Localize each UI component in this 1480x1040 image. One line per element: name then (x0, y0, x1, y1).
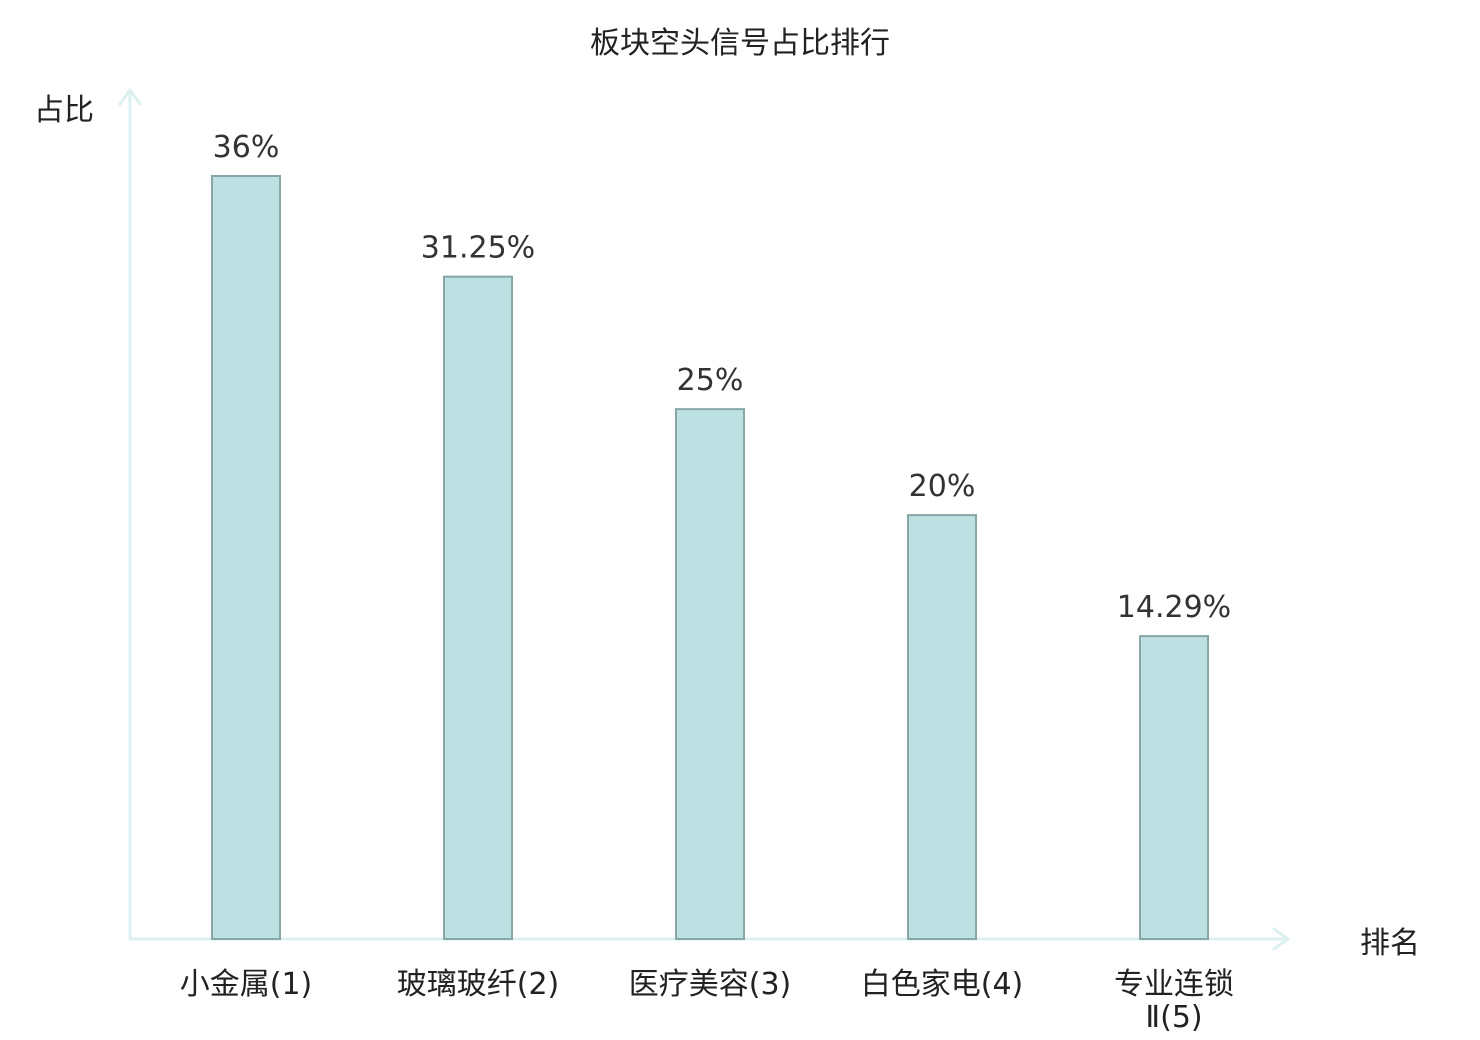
value-label: 20% (909, 469, 976, 504)
x-axis-title: 排名 (1360, 926, 1420, 961)
y-axis-title: 占比 (34, 93, 94, 128)
chart-title: 板块空头信号占比排行 (590, 26, 890, 61)
x-axis-arrow (1272, 927, 1290, 951)
category-label-line: 小金属(1) (180, 967, 313, 1002)
category-label-line: Ⅱ(5) (1145, 1000, 1202, 1035)
category-label-line: 白色家电(4) (861, 967, 1024, 1002)
bar (1139, 635, 1209, 941)
bar (443, 275, 513, 941)
category-label: 医疗美容(3) (629, 967, 792, 1002)
category-label-line: 专业连锁 (1114, 967, 1234, 1002)
value-labels-group: 36% 31.25% 25% 20% 14.29% (213, 130, 1232, 625)
value-label: 14.29% (1117, 590, 1231, 625)
category-label: 小金属(1) (180, 967, 313, 1002)
category-label: 专业连锁 Ⅱ(5) (1114, 967, 1234, 1035)
category-label-line: 医疗美容(3) (629, 967, 792, 1002)
bar (211, 175, 281, 940)
category-label: 玻璃玻纤(2) (397, 967, 560, 1002)
value-label: 36% (213, 130, 280, 165)
category-label: 白色家电(4) (861, 967, 1024, 1002)
value-label: 31.25% (421, 231, 535, 266)
category-labels-group: 小金属(1) 玻璃玻纤(2) 医疗美容(3) 白色家电(4) 专业连锁 Ⅱ(5) (180, 967, 1234, 1035)
y-axis-arrow (118, 88, 142, 106)
bar (907, 514, 977, 940)
bars-group (211, 175, 1209, 941)
category-label-line: 玻璃玻纤(2) (397, 967, 560, 1002)
value-label: 25% (677, 363, 744, 398)
bar (675, 408, 745, 940)
